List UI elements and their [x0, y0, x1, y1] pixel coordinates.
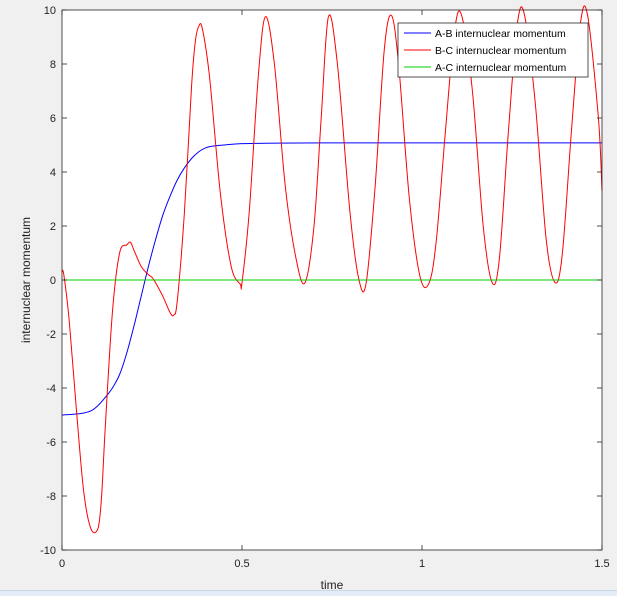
y-tick-label: -10 — [40, 545, 56, 557]
x-tick-label: 0 — [59, 558, 65, 570]
y-axis-label: internuclear momentum — [19, 217, 33, 343]
ticks-layer: 0 0.5 1 1.5 -10 -8 -6 -4 -2 0 2 4 6 8 10 — [40, 5, 610, 570]
legend-entry: A-C internuclear momentum — [435, 62, 567, 74]
y-tick-label: 10 — [44, 5, 56, 17]
y-tick-label: 4 — [50, 167, 56, 179]
y-tick-label: 2 — [50, 221, 56, 233]
x-axis-label: time — [321, 578, 344, 592]
y-tick-label: -2 — [46, 329, 56, 341]
y-tick-label: 6 — [50, 113, 56, 125]
y-tick-label: -6 — [46, 437, 56, 449]
y-tick-label: -4 — [46, 383, 56, 395]
series-line-1 — [61, 142, 603, 416]
x-tick-label: 0.5 — [234, 558, 249, 570]
legend-entry: B-C internuclear momentum — [435, 45, 567, 57]
y-tick-label: 8 — [50, 59, 56, 71]
series-layer — [61, 5, 603, 534]
x-tick-label: 1 — [419, 558, 425, 570]
legend: A-B internuclear momentum B-C internuclea… — [397, 22, 589, 78]
window-bottom-strip — [0, 590, 617, 596]
y-tick-label: 0 — [50, 275, 56, 287]
y-tick-label: -8 — [46, 491, 56, 503]
x-tick-label: 1.5 — [594, 558, 609, 570]
legend-entry: A-B internuclear momentum — [435, 28, 566, 40]
